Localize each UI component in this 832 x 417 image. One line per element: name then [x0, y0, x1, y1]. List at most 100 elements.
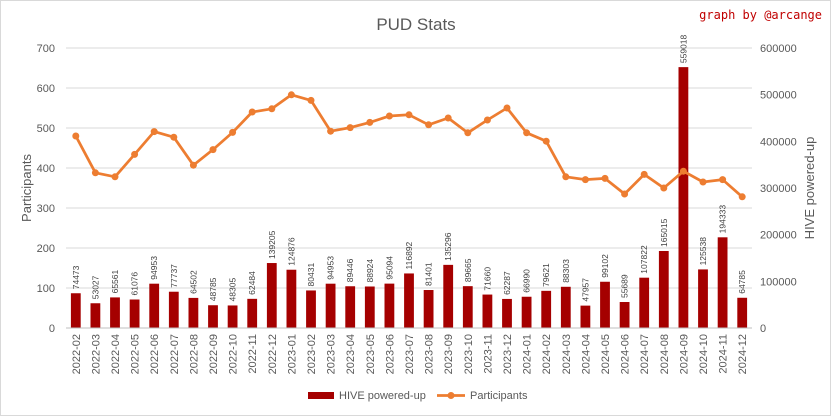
bar-data-label: 88924 — [365, 259, 375, 283]
bar — [502, 298, 512, 328]
x-tick-label: 2024-07 — [639, 334, 651, 374]
participants-point — [91, 169, 99, 177]
bar-data-label: 107822 — [639, 245, 649, 274]
bar-data-label: 74473 — [71, 265, 81, 289]
bar-data-label: 89665 — [463, 258, 473, 282]
participants-point — [581, 176, 589, 184]
x-tick-label: 2022-09 — [208, 334, 220, 374]
right-axis-title: HIVE powered-up — [802, 137, 817, 240]
bar — [306, 290, 316, 328]
bar — [404, 273, 414, 328]
right-tick-label: 400000 — [760, 136, 797, 148]
bar — [658, 250, 669, 328]
x-tick-label: 2024-02 — [541, 334, 553, 374]
bar — [737, 297, 748, 328]
bar — [364, 286, 375, 328]
legend-line-marker — [447, 392, 455, 399]
bar-data-label: 62484 — [247, 271, 257, 295]
bar-data-label: 94953 — [149, 256, 159, 280]
bar — [541, 290, 552, 328]
x-tick-label: 2024-09 — [678, 334, 690, 374]
right-tick-label: 600000 — [760, 43, 797, 55]
participants-point — [170, 133, 178, 141]
bar — [345, 286, 356, 328]
bar-data-label: 89446 — [345, 258, 355, 282]
bar — [639, 277, 650, 328]
participants-point — [248, 108, 256, 116]
participants-point — [229, 128, 237, 136]
x-tick-label: 2022-12 — [267, 334, 279, 374]
bar-data-label: 116892 — [404, 241, 414, 269]
participants-point — [189, 161, 197, 169]
participants-point — [346, 124, 354, 132]
x-tick-label: 2023-06 — [384, 334, 396, 374]
bar — [384, 283, 395, 328]
x-tick-label: 2024-01 — [522, 334, 534, 374]
bar-data-label: 55689 — [620, 274, 630, 298]
participants-point — [464, 129, 472, 137]
x-tick-label: 2024-05 — [600, 334, 612, 374]
right-tick-label: 200000 — [760, 230, 797, 242]
left-tick-label: 700 — [37, 43, 55, 55]
legend-bar-label: HIVE powered-up — [339, 390, 426, 402]
bar-data-label: 81401 — [424, 262, 434, 286]
participants-point — [268, 105, 276, 113]
bar — [90, 303, 101, 328]
participants-line — [74, 93, 744, 198]
bar — [580, 305, 591, 328]
left-tick-label: 100 — [37, 283, 55, 295]
bar — [462, 286, 473, 328]
x-tick-label: 2024-12 — [737, 334, 749, 374]
bar-data-label: 53027 — [90, 275, 100, 299]
bar — [70, 293, 81, 328]
bar-data-label: 48785 — [208, 277, 218, 301]
x-tick-label: 2022-04 — [110, 334, 122, 374]
x-tick-label: 2023-05 — [365, 334, 377, 374]
x-tick-label: 2023-04 — [345, 334, 357, 374]
right-tick-label: 0 — [760, 323, 766, 335]
participants-point — [562, 173, 570, 181]
participants-point — [327, 127, 335, 135]
bar — [266, 263, 277, 328]
participants-point — [601, 174, 609, 182]
left-tick-label: 200 — [37, 243, 55, 255]
participants-point — [287, 91, 295, 99]
bar-data-label: 165015 — [659, 218, 669, 247]
participants-point — [366, 118, 374, 126]
bar-data-label: 95094 — [384, 256, 394, 280]
bar-data-label: 71660 — [482, 267, 492, 291]
x-tick-label: 2024-03 — [561, 334, 573, 374]
participants-point — [503, 104, 511, 112]
participants-point — [542, 137, 550, 145]
x-tick-label: 2024-06 — [620, 334, 632, 374]
bar-data-label: 66990 — [522, 269, 532, 293]
x-tick-label: 2023-01 — [286, 334, 298, 374]
participants-point — [719, 176, 727, 184]
legend-line-label: Participants — [470, 390, 528, 402]
bar — [600, 281, 610, 328]
x-tick-label: 2022-07 — [169, 334, 181, 374]
bar-data-label: 62287 — [502, 271, 512, 295]
x-tick-label: 2023-12 — [502, 334, 514, 374]
bar — [247, 298, 258, 328]
bar — [443, 264, 454, 328]
x-tick-label: 2023-11 — [482, 334, 494, 374]
watermark: graph by @arcange — [699, 8, 822, 22]
participants-point — [111, 173, 119, 181]
x-tick-label: 2023-03 — [326, 334, 338, 374]
bar-data-label: 194333 — [718, 205, 728, 234]
bar — [521, 296, 532, 328]
bar-data-label: 65561 — [110, 269, 120, 293]
x-tick-label: 2023-02 — [306, 334, 318, 374]
participants-point — [699, 178, 707, 186]
x-tick-label: 2022-02 — [71, 334, 83, 374]
left-tick-label: 300 — [37, 203, 55, 215]
bar — [129, 299, 140, 328]
participants-point — [483, 116, 491, 124]
participants-point — [405, 111, 413, 119]
participants-point — [679, 167, 687, 175]
x-tick-label: 2022-10 — [228, 334, 240, 374]
left-tick-label: 400 — [37, 163, 55, 175]
bar — [619, 302, 630, 328]
participants-point — [660, 184, 668, 192]
